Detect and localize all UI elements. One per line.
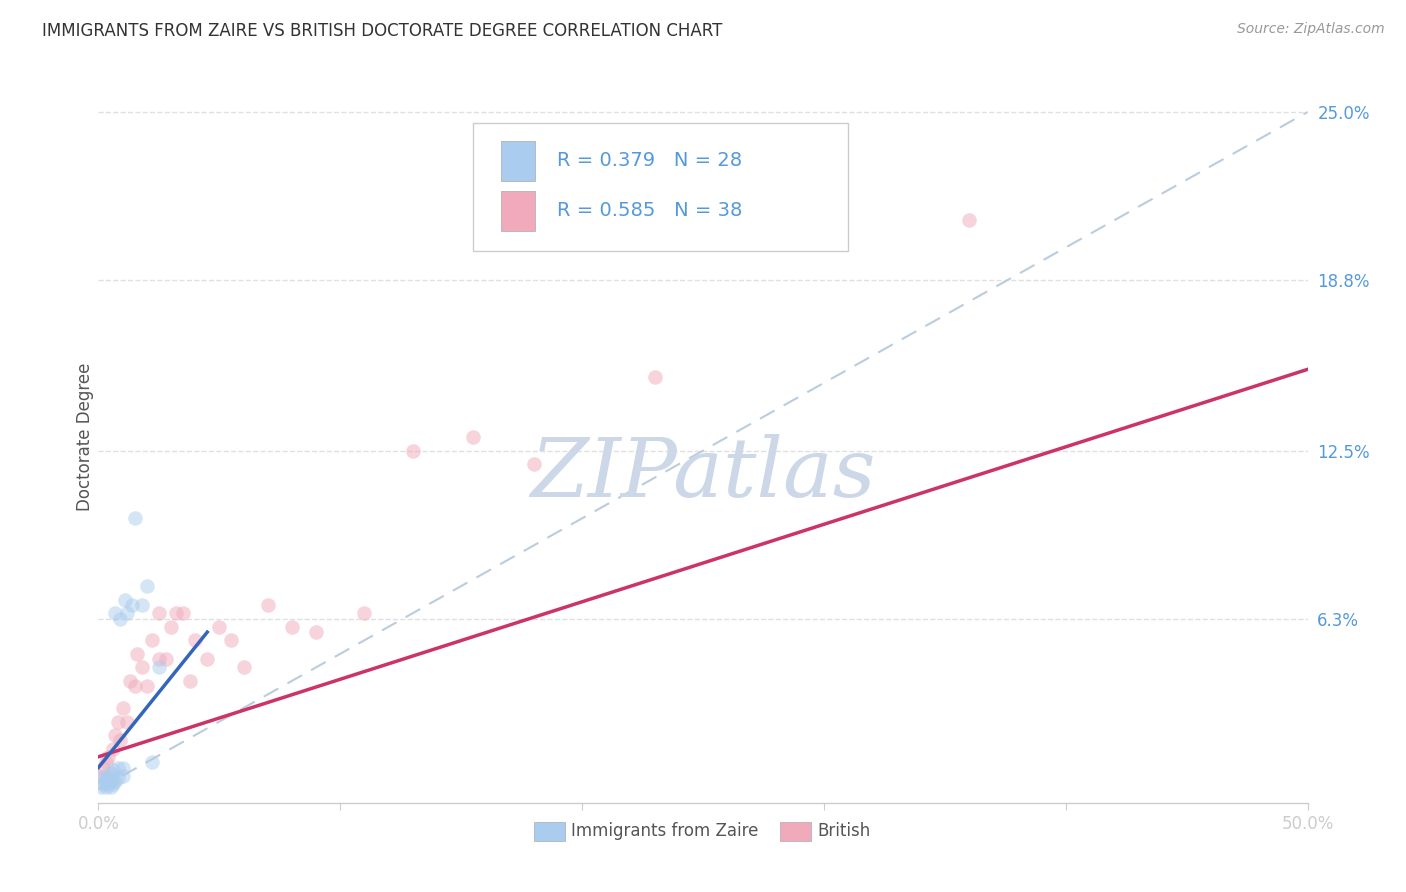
Point (90, 780, 112, 794)
Text: Source: ZipAtlas.com: Source: ZipAtlas.com (1237, 22, 1385, 37)
Point (107, 772, 129, 786)
Text: R = 0.379   N = 28: R = 0.379 N = 28 (557, 152, 742, 170)
Point (256, 598, 278, 612)
Point (117, 714, 139, 729)
Point (232, 660, 254, 674)
Point (165, 606, 187, 620)
Point (148, 652, 170, 666)
Point (644, 370, 666, 384)
Point (100, 774, 122, 789)
Point (160, 620, 183, 634)
Text: Immigrants from Zaire: Immigrants from Zaire (571, 822, 758, 840)
Point (111, 761, 134, 775)
Point (281, 620, 304, 634)
Text: British: British (817, 822, 870, 840)
Point (91, 772, 114, 786)
Point (523, 457, 546, 471)
Point (101, 777, 124, 791)
Point (463, 430, 485, 444)
Point (104, 728, 127, 742)
Point (141, 633, 163, 648)
Point (94, 774, 117, 789)
Point (118, 673, 141, 688)
Point (111, 701, 134, 715)
Point (94, 780, 117, 794)
Point (141, 755, 163, 769)
Point (108, 611, 131, 625)
Point (100, 769, 122, 783)
Point (104, 774, 127, 789)
Point (148, 660, 170, 674)
Point (114, 592, 136, 607)
Point (111, 769, 134, 783)
Point (155, 652, 177, 666)
Point (135, 679, 157, 693)
Point (117, 606, 139, 620)
Point (402, 443, 425, 458)
FancyBboxPatch shape (501, 141, 534, 181)
Point (97, 772, 120, 786)
Point (101, 741, 124, 756)
Point (184, 633, 207, 648)
Point (179, 673, 201, 688)
Point (91, 761, 114, 775)
Point (100, 780, 122, 794)
Point (195, 652, 218, 666)
FancyBboxPatch shape (501, 191, 534, 231)
Point (172, 606, 194, 620)
Point (131, 598, 153, 612)
Point (97, 777, 120, 791)
Point (148, 606, 170, 620)
Text: ZIPatlas: ZIPatlas (530, 434, 876, 514)
Text: IMMIGRANTS FROM ZAIRE VS BRITISH DOCTORATE DEGREE CORRELATION CHART: IMMIGRANTS FROM ZAIRE VS BRITISH DOCTORA… (42, 22, 723, 40)
Y-axis label: Doctorate Degree: Doctorate Degree (76, 363, 94, 511)
Point (94, 769, 117, 783)
Point (124, 511, 146, 525)
Point (121, 598, 143, 612)
Point (104, 606, 127, 620)
Point (90, 769, 112, 783)
Point (94, 755, 117, 769)
Point (957, 213, 980, 227)
Point (127, 647, 149, 661)
Text: R = 0.585   N = 38: R = 0.585 N = 38 (557, 202, 742, 220)
FancyBboxPatch shape (474, 122, 848, 251)
Point (353, 606, 375, 620)
Point (131, 660, 153, 674)
Point (135, 579, 157, 593)
Point (107, 761, 129, 775)
Point (221, 633, 243, 648)
Point (97, 749, 120, 764)
Point (101, 764, 124, 778)
Point (208, 620, 231, 634)
Point (100, 766, 122, 780)
Point (108, 733, 131, 747)
Point (305, 625, 328, 640)
Point (91, 777, 114, 791)
Point (107, 714, 129, 729)
Point (124, 679, 146, 693)
